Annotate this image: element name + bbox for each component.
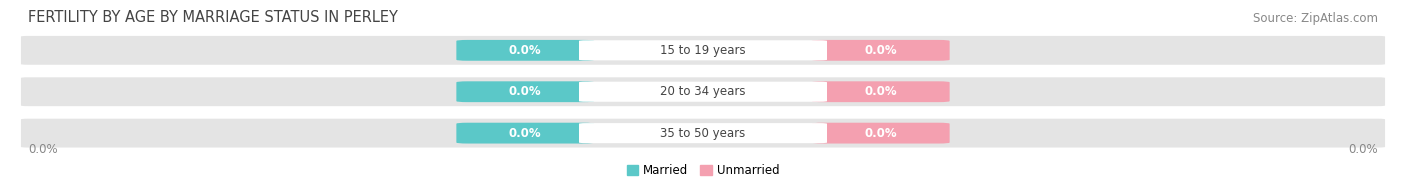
Text: 20 to 34 years: 20 to 34 years (661, 85, 745, 98)
Text: 35 to 50 years: 35 to 50 years (661, 127, 745, 140)
FancyBboxPatch shape (21, 36, 1385, 65)
FancyBboxPatch shape (457, 81, 595, 102)
FancyBboxPatch shape (21, 77, 1385, 106)
FancyBboxPatch shape (579, 123, 827, 143)
Text: 0.0%: 0.0% (865, 85, 897, 98)
FancyBboxPatch shape (579, 82, 827, 102)
Legend: Married, Unmarried: Married, Unmarried (627, 164, 779, 177)
Text: 0.0%: 0.0% (865, 44, 897, 57)
FancyBboxPatch shape (811, 123, 949, 143)
Text: Source: ZipAtlas.com: Source: ZipAtlas.com (1253, 12, 1378, 25)
FancyBboxPatch shape (811, 40, 949, 61)
FancyBboxPatch shape (579, 40, 827, 60)
Text: 0.0%: 0.0% (865, 127, 897, 140)
Text: 0.0%: 0.0% (509, 44, 541, 57)
FancyBboxPatch shape (21, 119, 1385, 148)
Text: 15 to 19 years: 15 to 19 years (661, 44, 745, 57)
FancyBboxPatch shape (811, 81, 949, 102)
Text: 0.0%: 0.0% (1348, 143, 1378, 156)
Text: 0.0%: 0.0% (509, 127, 541, 140)
Text: FERTILITY BY AGE BY MARRIAGE STATUS IN PERLEY: FERTILITY BY AGE BY MARRIAGE STATUS IN P… (28, 10, 398, 25)
Text: 0.0%: 0.0% (28, 143, 58, 156)
FancyBboxPatch shape (457, 40, 595, 61)
FancyBboxPatch shape (457, 123, 595, 143)
Text: 0.0%: 0.0% (509, 85, 541, 98)
